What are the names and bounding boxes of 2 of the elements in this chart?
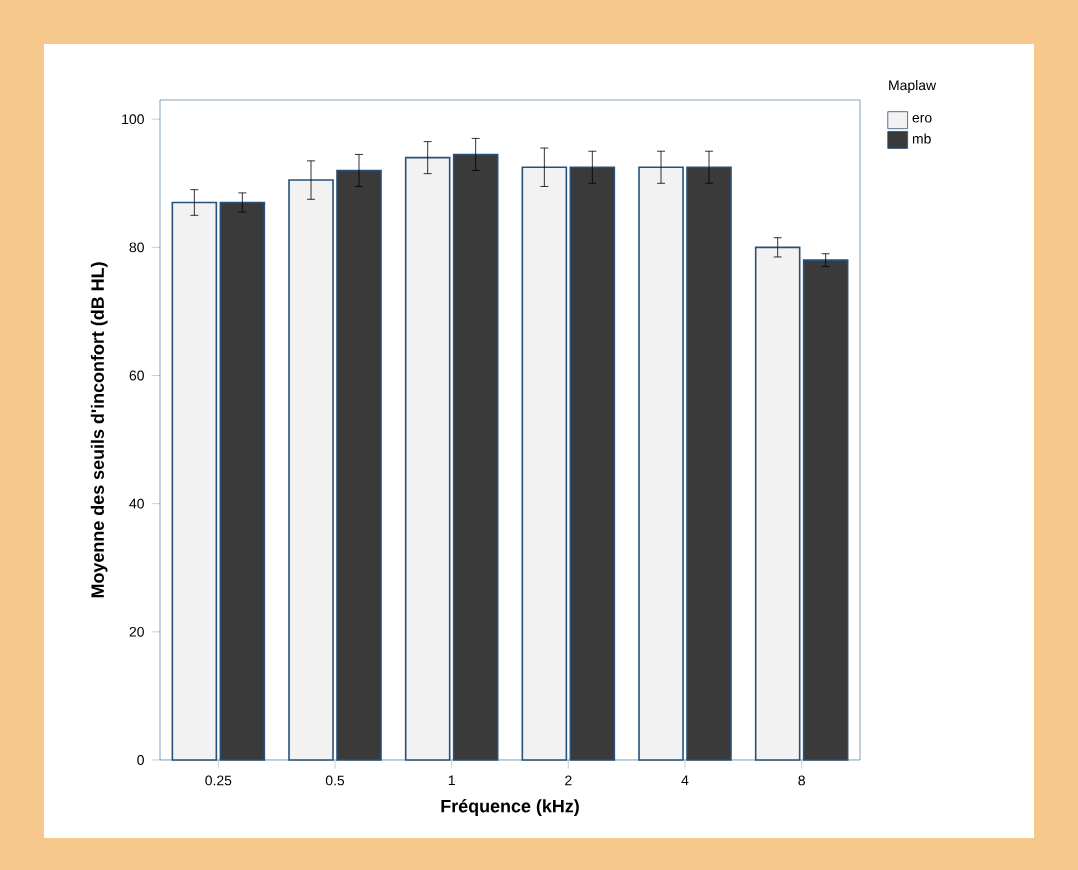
- x-axis-title: Fréquence (kHz): [441, 799, 579, 816]
- y-axis-title: Moyenne des seuils d'inconfort (dB HL): [90, 262, 108, 598]
